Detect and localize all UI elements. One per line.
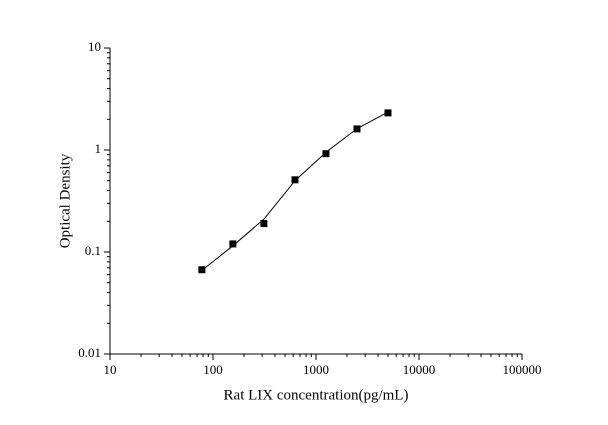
point xyxy=(260,220,268,228)
y-axis-label: Optical Density xyxy=(57,153,73,248)
point xyxy=(322,150,330,158)
point xyxy=(229,240,237,248)
x-tick-label: 10000 xyxy=(403,362,436,377)
y-tick-label: 1 xyxy=(95,141,102,156)
x-tick-label: 100 xyxy=(203,362,223,377)
point xyxy=(198,266,206,274)
x-tick-label: 10 xyxy=(104,362,117,377)
fit-curve xyxy=(201,111,389,271)
point xyxy=(291,176,299,184)
y-tick-label: 10 xyxy=(88,39,101,54)
y-tick-label: 0.01 xyxy=(78,345,101,360)
x-tick-label: 100000 xyxy=(503,362,542,377)
point xyxy=(384,109,392,117)
x-axis-label: Rat LIX concentration(pg/mL) xyxy=(224,387,409,403)
y-tick-label: 0.1 xyxy=(85,243,101,258)
x-tick-label: 1000 xyxy=(303,362,329,377)
